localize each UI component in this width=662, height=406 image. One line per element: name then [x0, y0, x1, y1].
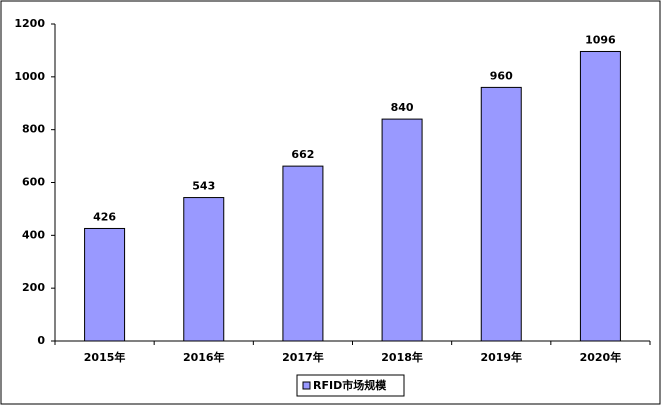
legend-swatch: [302, 381, 311, 390]
x-tick-label: 2016年: [183, 350, 225, 364]
bar: [183, 197, 225, 342]
y-tick-label: 1000: [14, 70, 45, 83]
bar: [579, 50, 621, 342]
x-tick-label: 2019年: [480, 350, 522, 364]
y-tick-label: 1200: [14, 17, 45, 30]
bar: [381, 118, 423, 342]
bar: [84, 227, 126, 342]
x-tick-label: 2020年: [580, 350, 622, 364]
data-label: 662: [291, 148, 314, 161]
x-tick-label: 2015年: [84, 350, 126, 364]
legend-label: RFID市场规模: [313, 378, 387, 392]
legend-box: [296, 374, 405, 397]
x-tick-label: 2018年: [381, 350, 423, 364]
y-tick-label: 200: [22, 281, 45, 294]
data-label: 960: [490, 69, 513, 82]
data-label: 840: [391, 101, 414, 114]
y-tick-label: 400: [22, 228, 45, 241]
bar: [480, 86, 522, 342]
data-label: 426: [93, 210, 116, 223]
y-tick-label: 600: [22, 176, 45, 189]
y-tick-label: 0: [37, 334, 45, 347]
y-tick-label: 800: [22, 123, 45, 136]
bar: [282, 165, 324, 342]
data-label: 1096: [585, 33, 616, 46]
x-tick-label: 2017年: [282, 350, 324, 364]
data-label: 543: [192, 180, 215, 193]
